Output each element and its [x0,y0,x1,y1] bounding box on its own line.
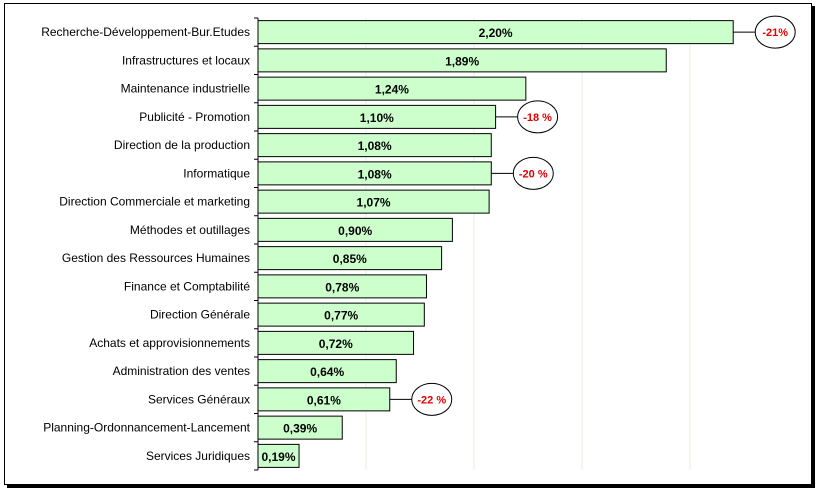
annotation-text: -22 % [417,394,446,406]
bar [257,330,415,355]
category-label: Méthodes et outillages [130,223,250,237]
bar [257,443,300,468]
annotation-text: -20 % [519,168,548,180]
data-label: 0,90% [338,224,372,238]
category-label: Publicité - Promotion [139,110,250,124]
data-label: 1,08% [358,167,392,181]
data-label: 0,72% [319,337,353,351]
bar [257,76,527,101]
category-label: Planning-Ordonnancement-Lancement [43,421,250,435]
data-label: 1,89% [445,54,479,68]
annotation-circle [754,15,796,49]
category-label: Direction de la production [114,138,250,152]
data-label: 0,64% [310,365,344,379]
bar [257,189,490,214]
category-label: Administration des ventes [113,364,250,378]
data-label: 0,77% [324,309,358,323]
category-label: Services Juridiques [146,449,250,463]
data-label: 1,08% [358,139,392,153]
bar [257,48,667,73]
bar [257,217,453,242]
bar [257,302,425,327]
annotation-text: -21% [762,27,788,39]
data-label: 0,19% [262,450,296,464]
category-label: Gestion des Ressources Humaines [62,251,250,265]
category-label: Services Généraux [148,392,250,406]
data-label: 2,20% [479,26,513,40]
bar [257,359,397,384]
category-label: Direction Commerciale et marketing [59,195,250,209]
data-label: 1,10% [360,111,394,125]
data-label: 0,61% [307,393,341,407]
annotation-circle [512,156,554,190]
bar [257,246,443,271]
category-label: Recherche-Développement-Bur.Etudes [41,25,250,39]
category-label: Maintenance industrielle [121,82,251,96]
data-label: 0,78% [325,280,359,294]
annotation-circle [411,382,453,416]
data-label: 1,07% [357,196,391,210]
category-label: Direction Générale [150,308,250,322]
data-label: 0,85% [333,252,367,266]
bar [257,133,492,158]
category-label: Finance et Comptabilité [124,279,250,293]
category-label: Achats et approvisionnements [89,336,250,350]
bar [257,274,427,299]
category-label: Informatique [183,166,250,180]
data-label: 1,24% [375,83,409,97]
bar [257,415,343,440]
annotation-circle [517,100,559,134]
category-label: Infrastructures et locaux [122,53,250,67]
data-label: 0,39% [283,422,317,436]
annotation-text: -18 % [523,112,552,124]
